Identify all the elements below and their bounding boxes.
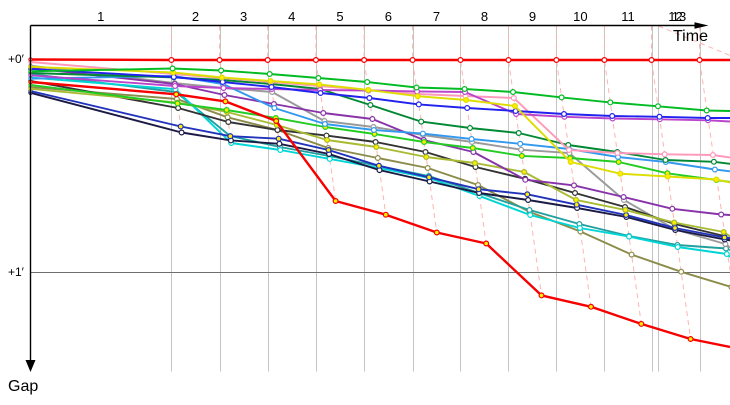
svg-text:2: 2 (192, 9, 199, 24)
svg-text:4: 4 (288, 9, 295, 24)
svg-text:+0′: +0′ (8, 52, 25, 66)
svg-text:11: 11 (621, 9, 635, 24)
svg-text:+1′: +1′ (8, 265, 25, 279)
svg-text:8: 8 (481, 9, 488, 24)
svg-text:1: 1 (97, 9, 104, 24)
svg-text:9: 9 (529, 9, 536, 24)
svg-text:10: 10 (573, 9, 587, 24)
svg-text:13: 13 (672, 9, 686, 24)
svg-text:12: 12 (668, 9, 682, 24)
svg-text:6: 6 (385, 9, 392, 24)
svg-text:7: 7 (433, 9, 440, 24)
svg-text:Gap: Gap (8, 378, 38, 395)
svg-text:Time: Time (673, 28, 708, 45)
svg-text:5: 5 (336, 9, 343, 24)
svg-text:3: 3 (240, 9, 247, 24)
